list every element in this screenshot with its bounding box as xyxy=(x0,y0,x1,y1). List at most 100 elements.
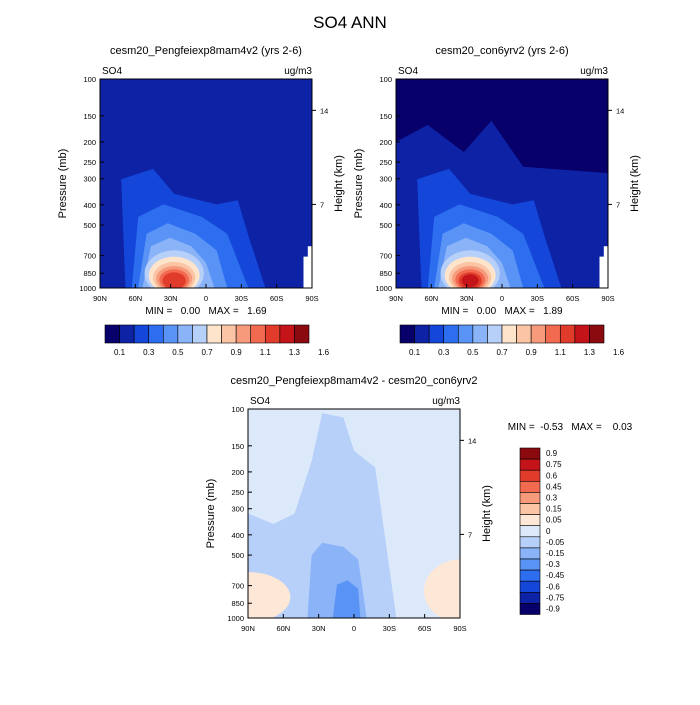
diff-panel-y2tick-label: 7 xyxy=(468,530,472,539)
diff-colorbar-swatch xyxy=(519,580,541,593)
diff-panel-ytick-label: 300 xyxy=(231,505,244,514)
diff-colorbar-swatch xyxy=(519,558,541,571)
diff-panel-units-label: ug/m3 xyxy=(432,396,460,407)
right-panel-ytick-label: 150 xyxy=(379,112,392,121)
left-panel-units-label: ug/m3 xyxy=(284,66,312,77)
diff-colorbar-swatch xyxy=(519,480,541,493)
right-panel-ytick-label: 300 xyxy=(379,175,392,184)
left-colorbar-swatch xyxy=(177,324,193,344)
diff-panel-xtick-label: 30N xyxy=(312,624,326,633)
right-panel-ytick-label: 400 xyxy=(379,201,392,210)
right-panel-field xyxy=(396,79,608,288)
left-panel-stats: MIN = 0.00 MAX = 1.69 xyxy=(145,306,267,317)
left-panel-contour-top xyxy=(100,79,312,153)
left-panel-xtick-label: 0 xyxy=(204,294,208,303)
right-colorbar-swatch xyxy=(472,324,488,344)
diff-colorbar-label: 0.05 xyxy=(546,516,562,525)
right-panel-units-label: ug/m3 xyxy=(580,66,608,77)
left-panel-xtick-label: 60S xyxy=(270,294,283,303)
left-colorbar-label: 0.5 xyxy=(172,348,184,357)
diff-panel-stats: MIN = -0.53 MAX = 0.03 xyxy=(508,422,633,433)
left-panel-ylabel: Pressure (mb) xyxy=(57,149,69,219)
right-panel-variable-label: SO4 xyxy=(398,66,418,77)
diff-colorbar-swatch xyxy=(519,469,541,482)
diff-colorbar-swatch xyxy=(519,492,541,504)
left-colorbar-swatch xyxy=(206,324,222,344)
left-colorbar-swatch xyxy=(148,324,164,344)
left-panel-ytick-label: 850 xyxy=(83,269,96,278)
left-panel-ytick-label: 150 xyxy=(83,112,96,121)
diff-colorbar-label: -0.45 xyxy=(546,571,565,580)
diff-colorbar-swatch xyxy=(519,514,541,526)
right-panel-y2tick-label: 7 xyxy=(616,200,620,209)
diff-panel-ytick-label: 200 xyxy=(231,468,244,477)
right-colorbar-label: 1.1 xyxy=(555,348,567,357)
right-colorbar-swatch xyxy=(428,324,445,344)
left-colorbar-swatch xyxy=(294,324,310,344)
diff-panel-ytick-label: 100 xyxy=(231,405,244,414)
right-colorbar-label: 1.3 xyxy=(584,348,596,357)
left-colorbar-swatch xyxy=(250,324,266,344)
right-colorbar-label: 0.3 xyxy=(438,348,450,357)
left-panel-contour-10 xyxy=(162,272,186,288)
diff-colorbar-label: 0 xyxy=(546,527,551,536)
diff-panel-y2label: Height (km) xyxy=(481,485,493,542)
left-colorbar-label: 1.6 xyxy=(318,348,330,357)
left-panel-y2label: Height (km) xyxy=(333,155,345,212)
diff-panel-ytick-label: 400 xyxy=(231,531,244,540)
right-panel-xtick-label: 30N xyxy=(460,294,474,303)
right-panel-missing xyxy=(599,246,608,288)
diff-colorbar-label: 0.15 xyxy=(546,505,562,514)
diff-colorbar-label: -0.15 xyxy=(546,549,565,558)
left-panel-field xyxy=(100,79,312,288)
right-panel-xtick-label: 60N xyxy=(424,294,438,303)
right-panel-ytick-label: 1000 xyxy=(375,284,392,293)
left-panel-ytick-label: 1000 xyxy=(79,284,96,293)
left-panel-ytick-label: 100 xyxy=(83,75,96,84)
right-colorbar-label: 1.6 xyxy=(613,348,625,357)
diff-panel-xtick-label: 0 xyxy=(352,624,356,633)
diff-colorbar-swatch xyxy=(519,447,541,460)
right-panel-contour-11 xyxy=(461,274,479,287)
left-colorbar-swatch xyxy=(279,324,295,344)
right-panel-ytick-label: 100 xyxy=(379,75,392,84)
left-panel-missing xyxy=(303,246,312,288)
right-colorbar-label: 0.5 xyxy=(467,348,479,357)
right-colorbar-label: 0.1 xyxy=(409,348,421,357)
diff-panel-field xyxy=(248,409,460,618)
left-panel-variable-label: SO4 xyxy=(102,66,122,77)
diff-colorbar-label: 0.6 xyxy=(546,471,558,480)
diff-panel-contour-west xyxy=(248,572,291,618)
diff-colorbar-swatch xyxy=(519,536,541,549)
right-colorbar-label: 0.9 xyxy=(526,348,538,357)
right-colorbar-label: 0.7 xyxy=(496,348,508,357)
left-colorbar-label: 0.3 xyxy=(143,348,155,357)
right-colorbar-swatch xyxy=(457,324,474,344)
right-colorbar-swatch xyxy=(399,324,415,344)
right-colorbar-swatch xyxy=(487,324,503,344)
diff-panel-xtick-label: 60S xyxy=(418,624,431,633)
diff-panel-contour-3 xyxy=(332,580,361,618)
right-colorbar-swatch xyxy=(414,324,430,344)
right-panel-ytick-label: 200 xyxy=(379,138,392,147)
left-colorbar-swatch xyxy=(119,324,135,344)
left-colorbar-swatch xyxy=(192,324,208,344)
diff-colorbar-swatch xyxy=(519,591,541,604)
right-colorbar-swatch xyxy=(574,324,590,344)
right-colorbar-swatch xyxy=(530,324,547,344)
right-panel-y2label: Height (km) xyxy=(629,155,641,212)
diff-panel-ytick-label: 150 xyxy=(231,442,244,451)
diff-panel-xtick-label: 60N xyxy=(276,624,290,633)
left-panel-xtick-label: 30S xyxy=(235,294,248,303)
left-panel-ytick-label: 400 xyxy=(83,201,96,210)
left-panel-xtick-label: 90S xyxy=(305,294,318,303)
diff-panel-contour-east xyxy=(423,559,460,618)
diff-colorbar-label: -0.75 xyxy=(546,593,565,602)
left-panel-xtick-label: 90N xyxy=(93,294,107,303)
left-colorbar-label: 0.1 xyxy=(114,348,126,357)
diff-panel-xtick-label: 90N xyxy=(241,624,255,633)
diff-panel-ytick-label: 1000 xyxy=(227,614,244,623)
diff-colorbar-label: 0.45 xyxy=(546,482,562,491)
right-panel-ytick-label: 250 xyxy=(379,158,392,167)
